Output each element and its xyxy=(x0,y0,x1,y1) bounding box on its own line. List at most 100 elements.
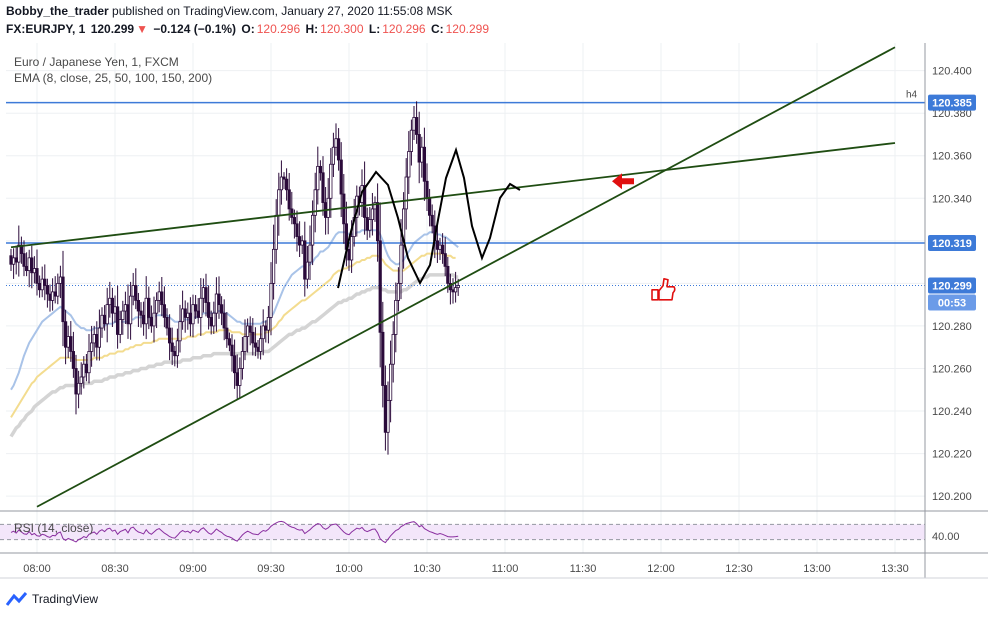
price-label-box xyxy=(928,234,976,251)
candle-body xyxy=(121,310,125,320)
candle-body xyxy=(399,244,403,284)
candle-body xyxy=(61,276,65,323)
candle-body xyxy=(11,257,16,265)
candle-body xyxy=(347,248,351,261)
candle-body xyxy=(391,334,395,365)
candle-body xyxy=(279,176,284,191)
y-tick-label: 120.220 xyxy=(932,449,972,461)
x-tick-label: 11:00 xyxy=(492,563,519,575)
candle-body xyxy=(313,189,317,216)
candle-body xyxy=(334,138,338,148)
candle-body xyxy=(38,282,42,291)
candle-body xyxy=(173,351,177,357)
y-tick-label: 120.260 xyxy=(932,363,972,375)
candle-body xyxy=(188,312,192,325)
candle-body xyxy=(206,302,211,318)
candle-body xyxy=(271,248,276,284)
x-tick-label: 13:00 xyxy=(803,563,831,575)
candle-body xyxy=(51,291,55,301)
rsi-pane xyxy=(0,520,925,544)
footer-brand: TradingView xyxy=(32,592,99,606)
candle-body xyxy=(258,338,263,352)
candle-body xyxy=(381,331,385,386)
x-tick-label: 09:30 xyxy=(257,563,285,575)
candle-body xyxy=(45,285,50,295)
candle-body xyxy=(17,244,21,263)
rsi-label: RSI (14, close) xyxy=(14,521,93,535)
candle-body xyxy=(48,293,52,301)
candle-body xyxy=(100,314,104,329)
candle-body xyxy=(451,289,455,293)
candle-body xyxy=(152,312,156,327)
candle-body xyxy=(222,312,226,329)
trend-lines xyxy=(10,46,896,508)
candle-body xyxy=(116,306,120,335)
candle-body xyxy=(92,334,96,344)
candle-body xyxy=(349,236,354,261)
price-chart[interactable]: 120.400120.380120.360120.340120.320120.3… xyxy=(0,0,988,590)
candle-body xyxy=(66,336,70,348)
candle-body xyxy=(318,165,323,174)
candle-body xyxy=(74,368,78,395)
candle-body xyxy=(108,297,112,306)
x-tick-label: 10:00 xyxy=(335,563,363,575)
candle-body xyxy=(284,178,289,191)
trend-line xyxy=(36,46,896,508)
candle-body xyxy=(248,325,252,333)
candle-body xyxy=(201,287,205,299)
open-value: 120.296 xyxy=(256,22,301,36)
candle-body xyxy=(136,299,140,312)
candle-body xyxy=(165,317,169,329)
candle-body xyxy=(32,268,37,274)
candle-body xyxy=(443,253,447,267)
candle-body xyxy=(90,342,94,352)
candle-body xyxy=(103,314,107,325)
candle-body xyxy=(160,291,164,306)
price-label-box xyxy=(928,94,976,111)
candle-body xyxy=(79,376,83,384)
price-label-text: 120.319 xyxy=(932,238,972,250)
candle-body xyxy=(178,321,182,342)
candle-body xyxy=(438,244,442,250)
candle-body xyxy=(409,129,414,152)
candle-body xyxy=(414,117,419,135)
candle-body xyxy=(243,336,247,352)
candle-body xyxy=(238,368,242,386)
h4-label: h4 xyxy=(906,90,918,101)
candle-body xyxy=(14,257,18,263)
price-label-text: 120.385 xyxy=(932,98,972,110)
candle-body xyxy=(303,240,307,280)
candle-body xyxy=(22,253,26,267)
price-labels: 120.385 120.319 120.299 00:53 h4 xyxy=(906,90,976,311)
candle-body xyxy=(256,346,260,352)
candle-body xyxy=(58,276,63,284)
x-tick-label: 08:00 xyxy=(23,563,51,575)
candle-body xyxy=(370,208,375,220)
candle-body xyxy=(282,176,286,180)
candle-body xyxy=(310,214,315,246)
candle-body xyxy=(199,297,203,318)
legend-instrument: Euro / Japanese Yen, 1, FXCM xyxy=(14,55,179,69)
candle-body xyxy=(162,304,166,318)
candle-body xyxy=(167,327,172,344)
candle-body xyxy=(362,185,367,218)
candle-body xyxy=(134,285,138,301)
candle-body xyxy=(287,189,291,210)
candle-body xyxy=(56,282,60,297)
low-label: L: xyxy=(368,22,381,36)
candle-body xyxy=(128,295,133,325)
candle-body xyxy=(331,146,336,165)
candle-body xyxy=(308,244,312,263)
price-label-box xyxy=(928,277,976,294)
candle-body xyxy=(9,255,13,265)
candle-body xyxy=(394,299,398,335)
candle-body xyxy=(404,176,408,210)
candle-body xyxy=(144,297,148,325)
candle-body xyxy=(253,342,257,348)
candle-body xyxy=(321,172,325,203)
open-label: O: xyxy=(241,22,255,36)
x-tick-label: 08:30 xyxy=(101,563,129,575)
candle-body xyxy=(193,304,198,312)
candle-body xyxy=(378,240,382,333)
candle-body xyxy=(87,351,91,374)
